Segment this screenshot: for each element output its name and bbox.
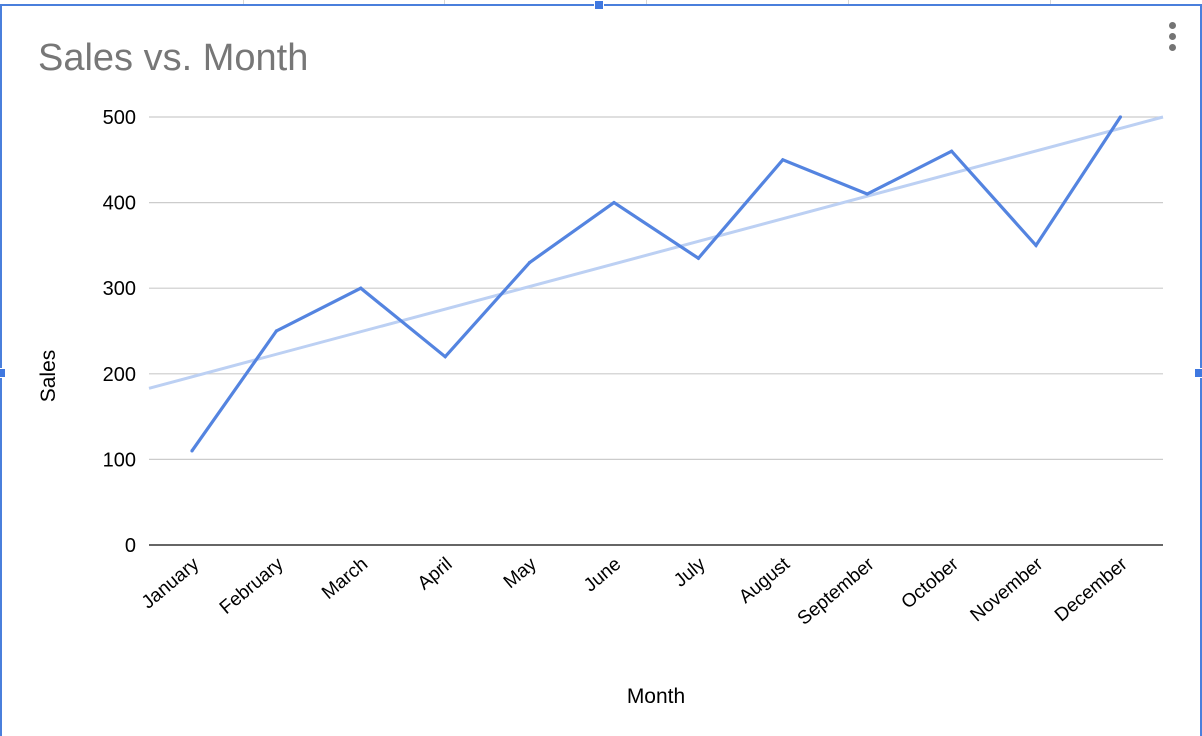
resize-handle-top[interactable] bbox=[594, 0, 604, 10]
x-tick-labels: January February March April May June July Augu… bbox=[138, 553, 1132, 629]
data-point bbox=[528, 260, 532, 265]
y-tick-label: 400 bbox=[103, 193, 136, 215]
x-tick-label: November bbox=[967, 553, 1048, 626]
more-vert-icon-dot bbox=[1168, 43, 1176, 51]
chart-title: Sales vs. Month bbox=[38, 37, 309, 79]
x-tick-label: February bbox=[216, 553, 288, 618]
y-tick-label: 200 bbox=[103, 364, 136, 386]
resize-handle-left[interactable] bbox=[0, 368, 6, 378]
more-vert-icon bbox=[1168, 21, 1176, 29]
x-tick-label: June bbox=[580, 554, 625, 597]
data-point bbox=[190, 449, 194, 453]
x-tick-label: August bbox=[735, 553, 794, 608]
x-tick-label: May bbox=[500, 553, 541, 592]
series-layer bbox=[190, 115, 1122, 453]
x-axis-title: Month bbox=[627, 685, 685, 708]
data-point bbox=[781, 158, 785, 162]
chart-menu-button[interactable] bbox=[1158, 14, 1186, 58]
y-tick-label: 100 bbox=[103, 449, 136, 471]
data-point bbox=[1118, 115, 1122, 119]
y-tick-label: 500 bbox=[103, 107, 136, 129]
more-vert-icon-dot bbox=[1168, 32, 1176, 40]
x-tick-label: September bbox=[794, 553, 879, 629]
x-tick-label: April bbox=[414, 554, 457, 595]
trendline-layer bbox=[148, 115, 1164, 390]
y-tick-labels: 0 100 200 300 400 500 bbox=[103, 107, 136, 557]
series-line bbox=[190, 116, 1122, 452]
data-point bbox=[1034, 243, 1038, 247]
data-point bbox=[359, 286, 363, 290]
x-tick-label: January bbox=[138, 553, 204, 613]
data-point bbox=[612, 201, 616, 205]
data-point bbox=[443, 355, 447, 359]
data-point bbox=[696, 256, 701, 260]
y-tick-label: 0 bbox=[125, 535, 136, 557]
x-tick-label: July bbox=[670, 553, 710, 591]
trendline bbox=[148, 115, 1164, 390]
data-point bbox=[865, 192, 869, 196]
y-tick-label: 300 bbox=[103, 278, 136, 300]
gridlines bbox=[149, 116, 1163, 546]
data-point bbox=[950, 149, 954, 153]
x-tick-label: March bbox=[318, 554, 372, 604]
data-point bbox=[274, 329, 278, 333]
y-axis-title: Sales bbox=[37, 350, 60, 403]
resize-handle-right[interactable] bbox=[1194, 368, 1202, 378]
x-tick-label: October bbox=[898, 553, 964, 613]
x-tick-label: December bbox=[1051, 553, 1132, 626]
